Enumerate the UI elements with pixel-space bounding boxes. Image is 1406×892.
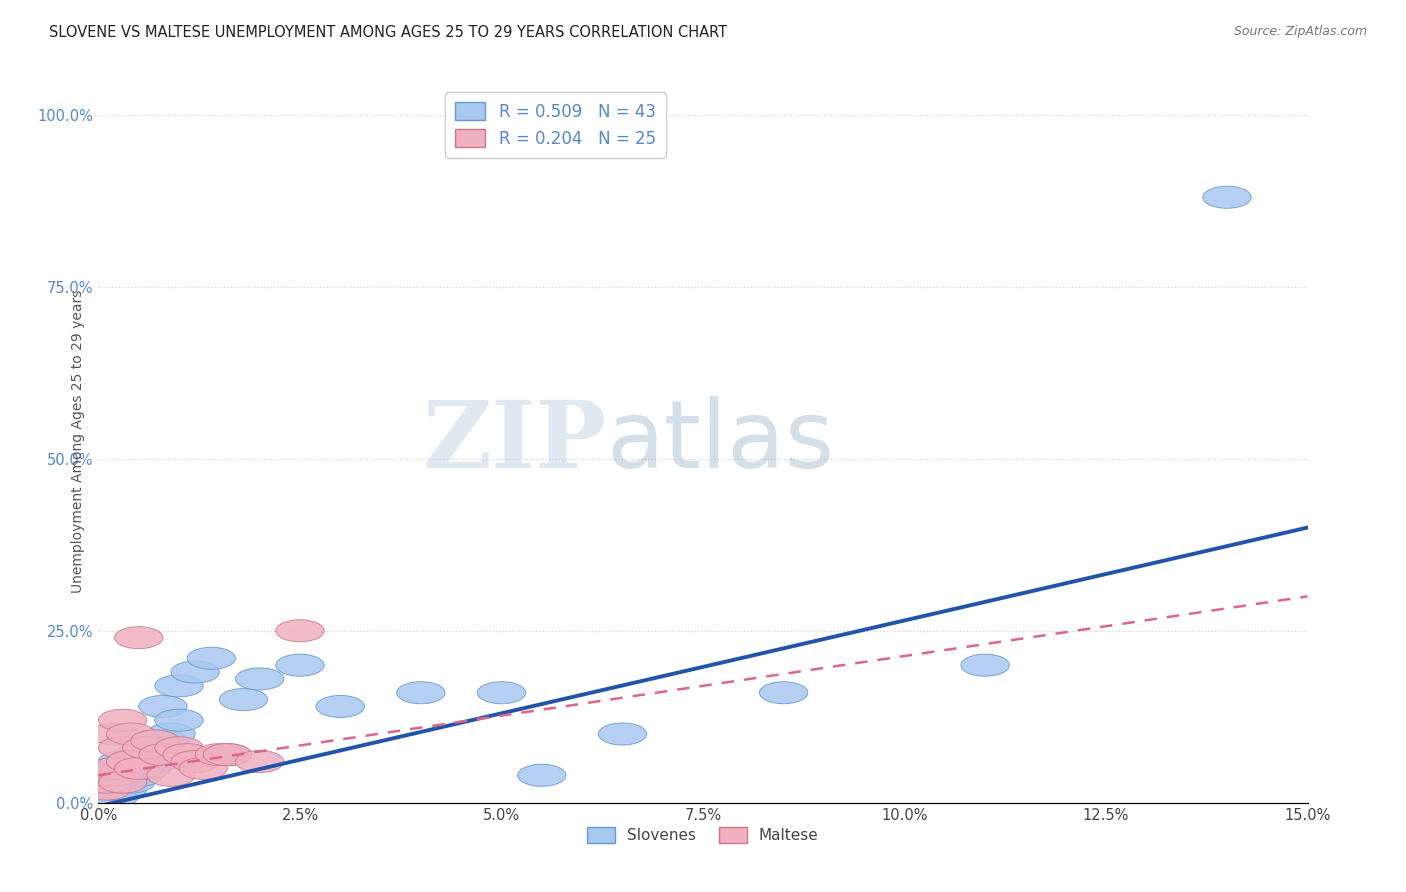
Ellipse shape	[131, 730, 179, 752]
Ellipse shape	[195, 744, 243, 765]
Ellipse shape	[98, 778, 146, 800]
Ellipse shape	[107, 750, 155, 772]
Ellipse shape	[90, 723, 139, 745]
Ellipse shape	[131, 750, 179, 772]
Ellipse shape	[98, 772, 146, 793]
Ellipse shape	[107, 757, 155, 780]
Ellipse shape	[131, 730, 179, 752]
Ellipse shape	[83, 785, 131, 807]
Ellipse shape	[114, 764, 163, 786]
Ellipse shape	[172, 750, 219, 772]
Y-axis label: Unemployment Among Ages 25 to 29 years: Unemployment Among Ages 25 to 29 years	[70, 290, 84, 593]
Ellipse shape	[155, 737, 204, 759]
Ellipse shape	[517, 764, 567, 786]
Ellipse shape	[107, 723, 155, 745]
Ellipse shape	[155, 675, 204, 697]
Ellipse shape	[83, 772, 131, 793]
Ellipse shape	[139, 696, 187, 717]
Ellipse shape	[114, 757, 163, 780]
Ellipse shape	[204, 744, 252, 765]
Ellipse shape	[90, 757, 139, 780]
Ellipse shape	[316, 696, 364, 717]
Ellipse shape	[98, 757, 146, 780]
Ellipse shape	[204, 744, 252, 765]
Ellipse shape	[172, 661, 219, 683]
Ellipse shape	[235, 750, 284, 772]
Ellipse shape	[114, 757, 163, 780]
Text: ZIP: ZIP	[422, 397, 606, 486]
Ellipse shape	[759, 681, 808, 704]
Ellipse shape	[139, 730, 187, 752]
Ellipse shape	[83, 778, 131, 800]
Ellipse shape	[98, 709, 146, 731]
Ellipse shape	[107, 772, 155, 793]
Ellipse shape	[98, 772, 146, 793]
Ellipse shape	[90, 764, 139, 786]
Ellipse shape	[90, 757, 139, 780]
Ellipse shape	[146, 723, 195, 745]
Ellipse shape	[276, 620, 325, 641]
Ellipse shape	[122, 744, 172, 765]
Ellipse shape	[179, 757, 228, 780]
Ellipse shape	[114, 744, 163, 765]
Ellipse shape	[146, 764, 195, 786]
Ellipse shape	[98, 764, 146, 786]
Ellipse shape	[396, 681, 446, 704]
Ellipse shape	[235, 668, 284, 690]
Ellipse shape	[122, 757, 172, 780]
Ellipse shape	[1202, 186, 1251, 208]
Ellipse shape	[155, 709, 204, 731]
Ellipse shape	[83, 764, 131, 786]
Ellipse shape	[98, 750, 146, 772]
Ellipse shape	[276, 654, 325, 676]
Legend: Slovenes, Maltese: Slovenes, Maltese	[581, 821, 825, 849]
Ellipse shape	[107, 764, 155, 786]
Ellipse shape	[598, 723, 647, 745]
Text: atlas: atlas	[606, 395, 835, 488]
Ellipse shape	[960, 654, 1010, 676]
Ellipse shape	[139, 744, 187, 765]
Ellipse shape	[187, 648, 235, 669]
Ellipse shape	[90, 764, 139, 786]
Text: Source: ZipAtlas.com: Source: ZipAtlas.com	[1233, 25, 1367, 38]
Ellipse shape	[219, 689, 267, 711]
Ellipse shape	[83, 778, 131, 800]
Ellipse shape	[90, 778, 139, 800]
Ellipse shape	[98, 737, 146, 759]
Ellipse shape	[90, 785, 139, 807]
Ellipse shape	[477, 681, 526, 704]
Ellipse shape	[122, 737, 172, 759]
Ellipse shape	[83, 772, 131, 793]
Ellipse shape	[114, 627, 163, 648]
Ellipse shape	[90, 772, 139, 793]
Ellipse shape	[163, 744, 211, 765]
Ellipse shape	[107, 750, 155, 772]
Text: SLOVENE VS MALTESE UNEMPLOYMENT AMONG AGES 25 TO 29 YEARS CORRELATION CHART: SLOVENE VS MALTESE UNEMPLOYMENT AMONG AG…	[49, 25, 727, 40]
